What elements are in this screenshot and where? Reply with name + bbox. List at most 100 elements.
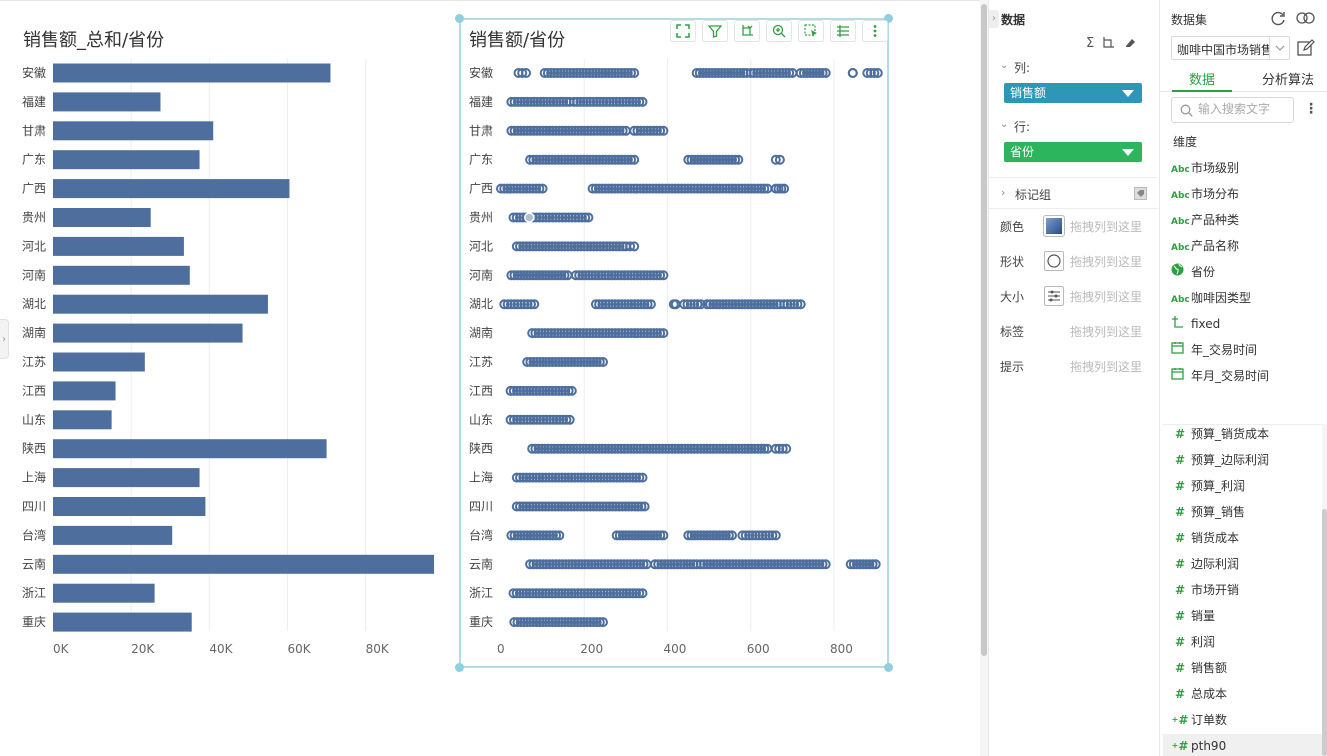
scatter-point[interactable] [635,183,646,194]
scatter-point[interactable] [534,501,545,512]
scatter-point[interactable] [547,125,558,136]
scatter-point[interactable] [564,414,575,425]
scatter-point[interactable] [610,154,621,165]
scatter-point[interactable] [692,183,703,194]
scatter-point[interactable] [679,299,690,310]
scatter-point[interactable] [543,241,554,252]
columns-pill[interactable]: 销售额 [1004,83,1142,103]
measure-field[interactable]: # 利润 [1163,630,1323,654]
caret-down-icon[interactable] [1122,149,1134,156]
scatter-point[interactable] [579,617,589,628]
scatter-point[interactable] [694,68,705,78]
scatter-point[interactable] [609,270,620,281]
scatter-point[interactable] [629,154,640,165]
scatter-point[interactable] [766,559,777,570]
scatter-point[interactable] [708,154,719,165]
scatter-point[interactable] [566,357,577,367]
scatter-point[interactable] [616,443,627,454]
scatter-point[interactable] [581,68,592,78]
scatter-point[interactable] [550,617,561,628]
scatter-point[interactable] [543,328,554,339]
scatter-point[interactable] [621,588,632,599]
bar[interactable] [53,468,200,488]
scatter-point[interactable] [724,559,735,570]
scatter-point[interactable] [544,357,555,367]
scatter-point[interactable] [582,501,593,512]
scatter-point[interactable] [560,385,571,396]
scatter-point[interactable] [720,530,731,541]
scatter-point[interactable] [611,530,622,541]
scatter-point[interactable] [551,559,561,570]
scatter-point[interactable] [622,68,633,78]
scatter-point[interactable] [600,270,611,281]
scatter-point[interactable] [565,443,576,454]
bar[interactable] [53,554,435,574]
chevron-right-icon[interactable]: › [1001,186,1006,199]
bar[interactable] [53,92,161,112]
scatter-point[interactable] [517,68,528,78]
scatter-point[interactable] [534,183,545,194]
scatter-point[interactable] [568,96,579,107]
dimension-field[interactable]: Abc产品名称 [1171,237,1239,259]
scatter-point[interactable] [551,530,562,541]
scatter-point[interactable] [659,559,670,570]
scatter-point[interactable] [519,96,530,107]
scatter-point[interactable] [603,299,614,310]
dimension-field[interactable]: fixed [1171,315,1220,337]
scatter-point[interactable] [516,530,526,541]
measure-field[interactable]: # 市场开销 [1163,578,1323,602]
tab-analysis[interactable]: 分析算法 [1262,73,1315,88]
scatter-point[interactable] [554,530,565,541]
scatter-point[interactable] [617,530,628,541]
scatter-point[interactable] [584,443,595,454]
scatter-point[interactable] [598,588,609,599]
scatter-point[interactable] [580,559,591,570]
scatter-point[interactable] [560,212,571,223]
scatter-point[interactable] [705,154,716,165]
scatter-point[interactable] [625,443,636,454]
scatter-point[interactable] [550,241,561,252]
scatter-point[interactable] [660,183,671,194]
scatter-point[interactable] [698,530,709,541]
scatter-point[interactable] [538,125,549,136]
scatter-point[interactable] [765,299,776,310]
scatter-point[interactable] [782,559,793,570]
scatter-point[interactable] [858,559,869,570]
scatter-point[interactable] [732,68,743,78]
scatter-point[interactable] [683,530,694,541]
scatter-point[interactable] [522,270,532,281]
scatter-point[interactable] [555,443,566,454]
scatter-point[interactable] [525,357,536,367]
scatter-point[interactable] [531,472,542,483]
scatter-point[interactable] [683,154,694,165]
scatter-point[interactable] [519,530,530,541]
scatter-point[interactable] [522,125,533,136]
scatter-point[interactable] [618,472,629,483]
scatter-point[interactable] [755,68,766,78]
scatter-point[interactable] [658,328,669,339]
scatter-point[interactable] [587,270,598,281]
scatter-point[interactable] [604,328,614,339]
scatter-point[interactable] [705,443,716,454]
scatter-point[interactable] [540,154,551,165]
bar[interactable] [53,63,331,83]
refresh-icon[interactable] [1269,10,1287,26]
scatter-point[interactable] [563,241,574,252]
scatter-point[interactable] [555,68,566,78]
scatter-point[interactable] [531,617,542,628]
scatter-point[interactable] [540,501,551,512]
measure-field[interactable]: +# 订单数 [1163,708,1323,732]
scatter-point[interactable] [629,270,640,281]
scatter-point[interactable] [550,357,561,367]
scatter-point[interactable] [559,443,569,454]
scatter-point[interactable] [541,414,552,425]
scatter-point[interactable] [537,588,548,599]
scatter-point[interactable] [743,559,754,570]
scatter-point[interactable] [689,299,700,310]
scatter-point[interactable] [798,68,809,78]
scatter-point[interactable] [518,472,529,483]
scatter-point[interactable] [527,443,538,454]
scatter-point[interactable] [569,588,580,599]
scatter-point[interactable] [522,299,533,310]
scatter-point[interactable] [560,357,571,367]
